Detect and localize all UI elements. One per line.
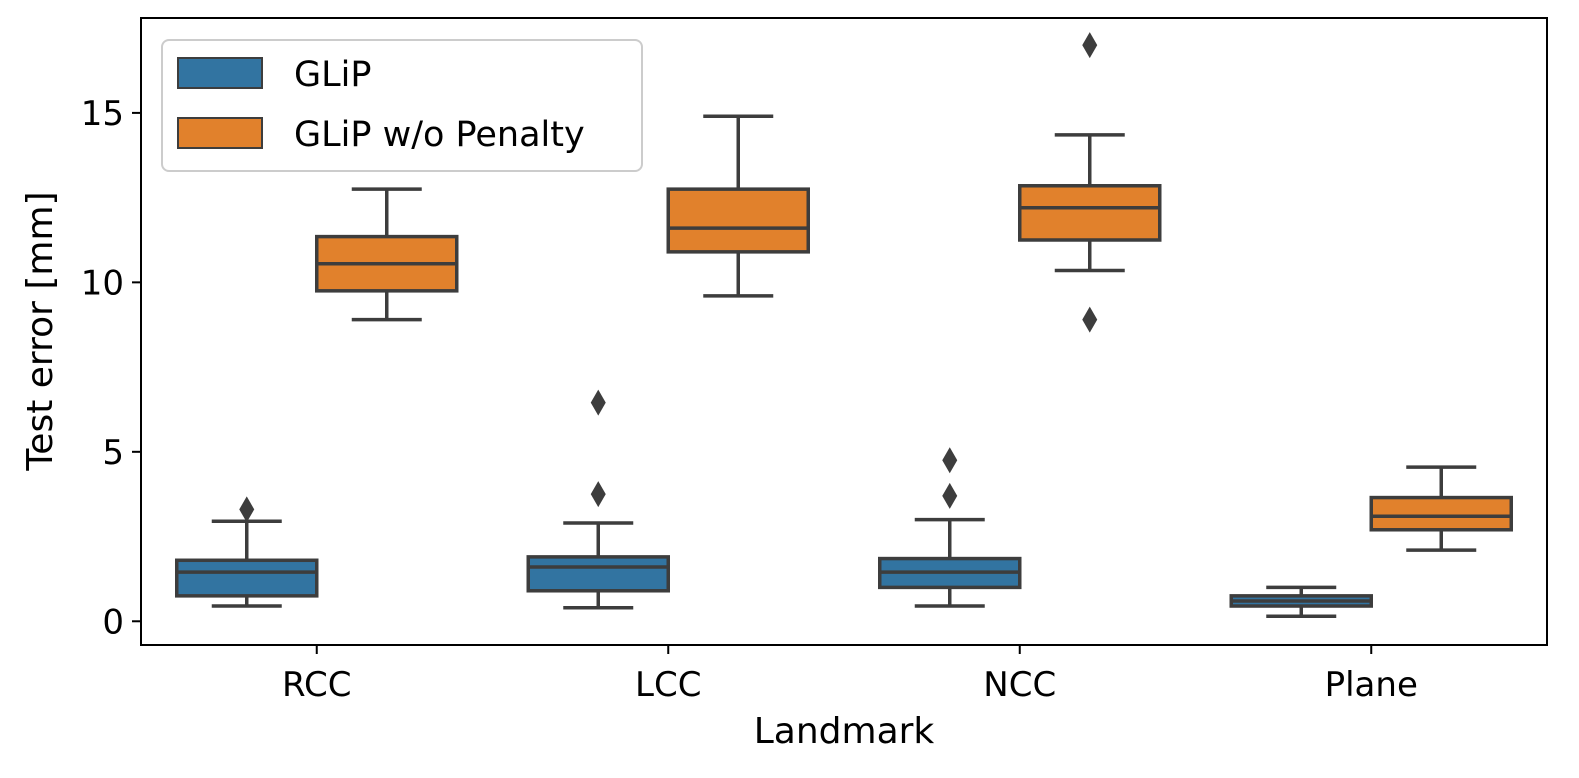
x-tick-label: Plane [1325,665,1418,705]
box-glip-w-o-penalty-lcc [666,114,810,298]
box-body [666,187,810,254]
box-body [1018,184,1162,242]
outlier-point [1082,306,1098,333]
outlier-point [1082,32,1098,59]
box-body [1369,495,1513,532]
outlier-point [590,389,606,416]
legend-swatch-glip-wo-penalty [177,117,263,149]
y-tick-label: 5 [102,433,124,473]
x-axis-label: Landmark [754,711,935,752]
box-body [526,555,670,593]
legend-frame [161,39,643,172]
x-tick-label: LCC [635,665,701,705]
x-tick-label: NCC [983,665,1056,705]
box-glip-ncc [878,447,1022,608]
box-glip-w-o-penalty-plane [1369,465,1513,552]
y-tick-label: 0 [102,602,124,642]
box-glip-rcc [175,496,319,608]
legend-label-glip-wo-penalty: GLiP w/o Penalty [294,115,585,155]
plot-area [175,32,1513,618]
box-glip-plane [1229,585,1373,618]
axes: 0 5 10 15 RCC LCC NCC Plane [81,94,1418,705]
y-tick-label: 10 [81,263,124,303]
outlier-point [239,496,255,523]
box-glip-w-o-penalty-ncc [1018,32,1162,333]
box-glip-lcc [526,389,670,610]
box-glip-w-o-penalty-rcc [315,187,459,322]
outlier-point [942,482,958,509]
outlier-point [590,481,606,508]
plot-frame [140,17,1548,646]
x-tick-label: RCC [282,665,351,705]
y-tick-label: 15 [81,94,124,134]
legend: GLiP GLiP w/o Penalty [161,39,643,172]
box-body [175,558,319,598]
y-axis-label: Test error [mm] [20,191,61,471]
legend-swatch-glip [177,57,263,89]
legend-label-glip: GLiP [294,55,371,95]
outlier-point [942,447,958,474]
